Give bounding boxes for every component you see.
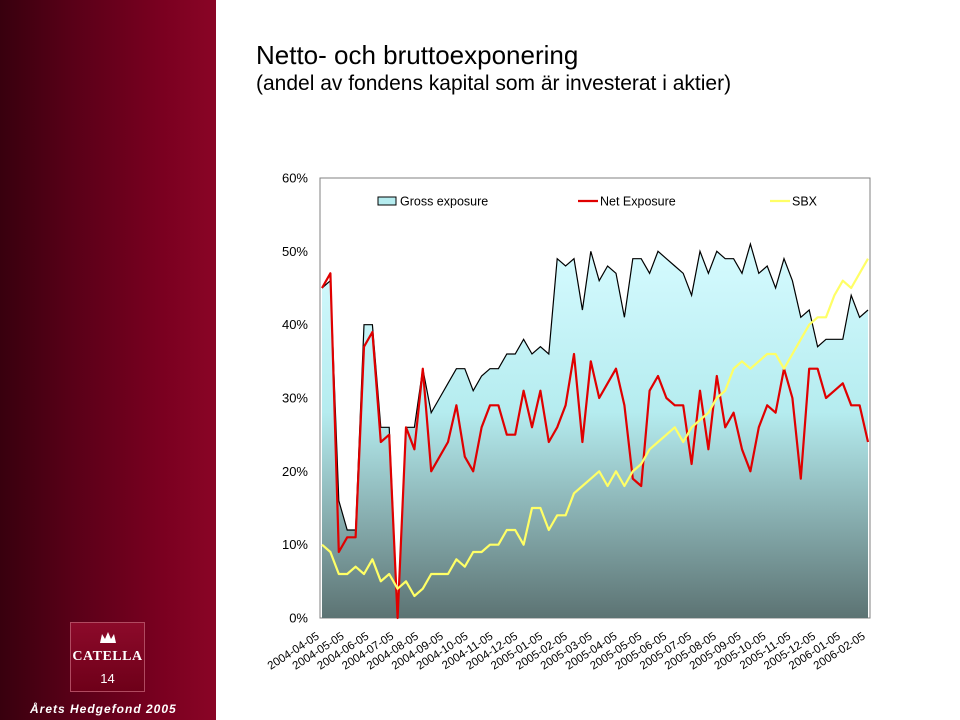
y-tick-label: 0%	[289, 611, 308, 626]
series-gross-exposure-area	[322, 244, 868, 618]
y-tick-label: 40%	[282, 317, 308, 332]
y-tick-label: 10%	[282, 537, 308, 552]
y-tick-label: 30%	[282, 391, 308, 406]
page-title: Netto- och bruttoexponering	[256, 40, 579, 70]
series-sbx-line	[321, 258, 869, 598]
y-tick-label: 20%	[282, 464, 308, 479]
crown-icon	[100, 632, 116, 643]
legend-label-gross-exposure: Gross exposure	[400, 195, 488, 209]
logo-text: CATELLA	[72, 649, 143, 664]
sidebar-panel: CATELLA 14 Årets Hedgefond 2005	[0, 0, 216, 720]
page-subtitle: (andel av fondens kapital som är investe…	[256, 72, 732, 95]
y-tick-label: 50%	[282, 244, 308, 259]
footer-text: Årets Hedgefond 2005	[30, 702, 177, 716]
series-gross-exposure-line	[321, 241, 869, 619]
catella-logo: CATELLA 14	[70, 622, 145, 692]
legend-label-sbx: SBX	[792, 195, 818, 209]
legend-label-net-exposure: Net Exposure	[600, 195, 676, 209]
y-tick-label: 60%	[282, 171, 308, 186]
page-number: 14	[100, 671, 115, 686]
series-net-exposure-line	[321, 272, 870, 620]
legend-swatch-gross-exposure	[377, 196, 397, 206]
